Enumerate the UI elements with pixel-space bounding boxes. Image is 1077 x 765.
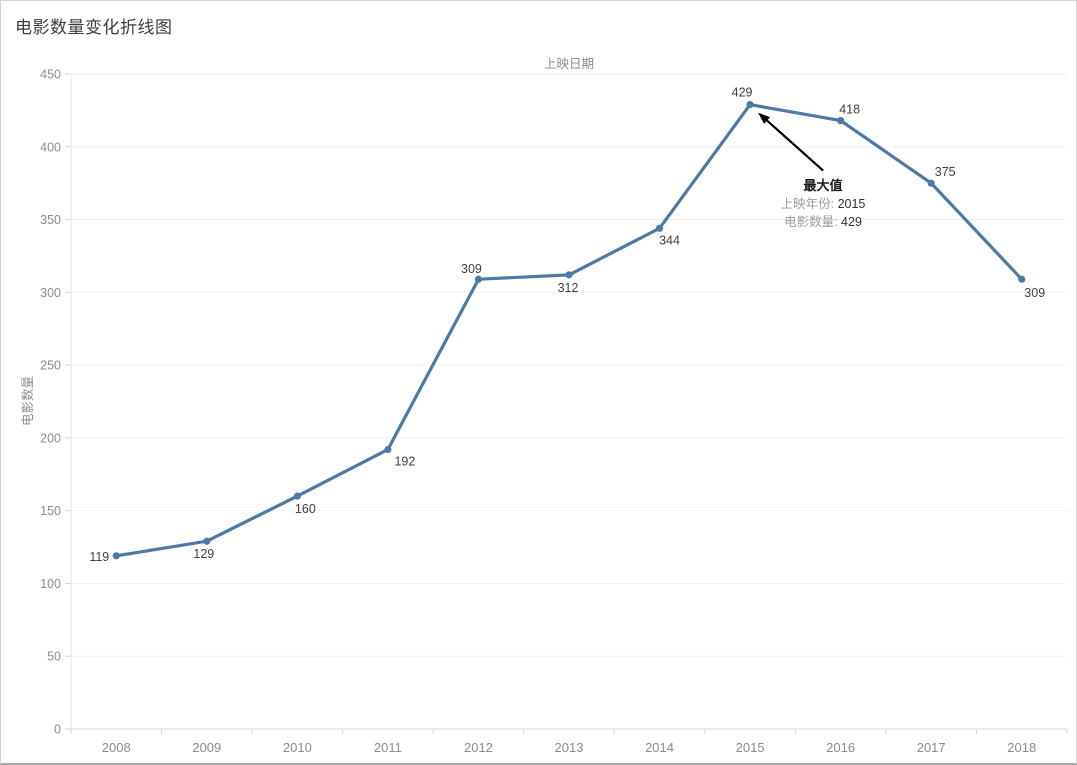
annotation-row-year: 上映年份: 2015 (731, 195, 915, 213)
x-tick-label: 2018 (1007, 740, 1036, 755)
annotation-row-count: 电影数量: 429 (731, 213, 915, 231)
y-tick-label: 300 (40, 286, 61, 300)
x-tick-label: 2009 (192, 740, 221, 755)
annotation-arrow-line (766, 119, 824, 172)
y-tick-label: 50 (47, 650, 61, 664)
data-point[interactable] (203, 537, 211, 545)
y-tick-label: 450 (40, 68, 61, 82)
x-tick-label: 2013 (555, 740, 584, 755)
data-point[interactable] (384, 445, 392, 454)
chart-title: 电影数量变化折线图 (15, 18, 173, 37)
x-tick-label: 2015 (736, 740, 765, 755)
x-tick-label: 2011 (374, 740, 402, 755)
data-point-label: 119 (89, 550, 109, 564)
data-point[interactable] (746, 100, 754, 109)
data-point-label: 309 (461, 262, 482, 276)
data-point[interactable] (1018, 275, 1026, 283)
data-point-label: 192 (394, 455, 415, 469)
data-point[interactable] (565, 271, 573, 279)
annotation-count-label: 电影数量: (784, 215, 838, 229)
data-point-label: 418 (839, 103, 860, 117)
x-tick-label: 2012 (464, 740, 493, 755)
data-point-label: 129 (193, 547, 214, 561)
data-point[interactable] (655, 224, 664, 232)
x-tick-label: 2017 (917, 740, 946, 755)
max-value-annotation: 最大值 上映年份: 2015 电影数量: 429 (731, 177, 915, 231)
data-line (114, 102, 1024, 558)
x-tick-label: 2014 (645, 740, 674, 755)
annotation-year-value: 2015 (837, 197, 866, 211)
annotation-count-value: 429 (841, 215, 862, 229)
x-tick-label: 2016 (826, 740, 855, 755)
data-point[interactable] (927, 179, 935, 187)
x-axis-title: 上映日期 (543, 57, 594, 71)
data-point[interactable] (474, 275, 483, 283)
y-tick-label: 150 (40, 504, 61, 518)
data-point[interactable] (293, 492, 301, 500)
data-point-label: 344 (659, 233, 680, 247)
data-point[interactable] (837, 116, 845, 125)
annotation-year-label: 上映年份: (780, 197, 835, 211)
data-point-label: 429 (732, 86, 753, 100)
data-point-label: 312 (558, 281, 579, 295)
data-point-label: 160 (295, 502, 316, 516)
data-point[interactable] (112, 552, 120, 560)
y-tick-label: 200 (40, 431, 61, 445)
annotation-arrowhead (758, 112, 771, 124)
y-tick-label: 400 (40, 140, 61, 154)
data-point-label: 375 (935, 165, 956, 179)
annotation-title: 最大值 (803, 178, 843, 193)
y-tick-label: 100 (40, 577, 61, 591)
y-tick-label: 0 (54, 723, 61, 737)
x-tick-label: 2008 (102, 740, 131, 755)
y-tick-label: 350 (40, 213, 61, 227)
y-tick-label: 250 (40, 359, 61, 373)
x-tick-label: 2010 (283, 740, 312, 755)
data-point-label: 309 (1024, 286, 1045, 300)
